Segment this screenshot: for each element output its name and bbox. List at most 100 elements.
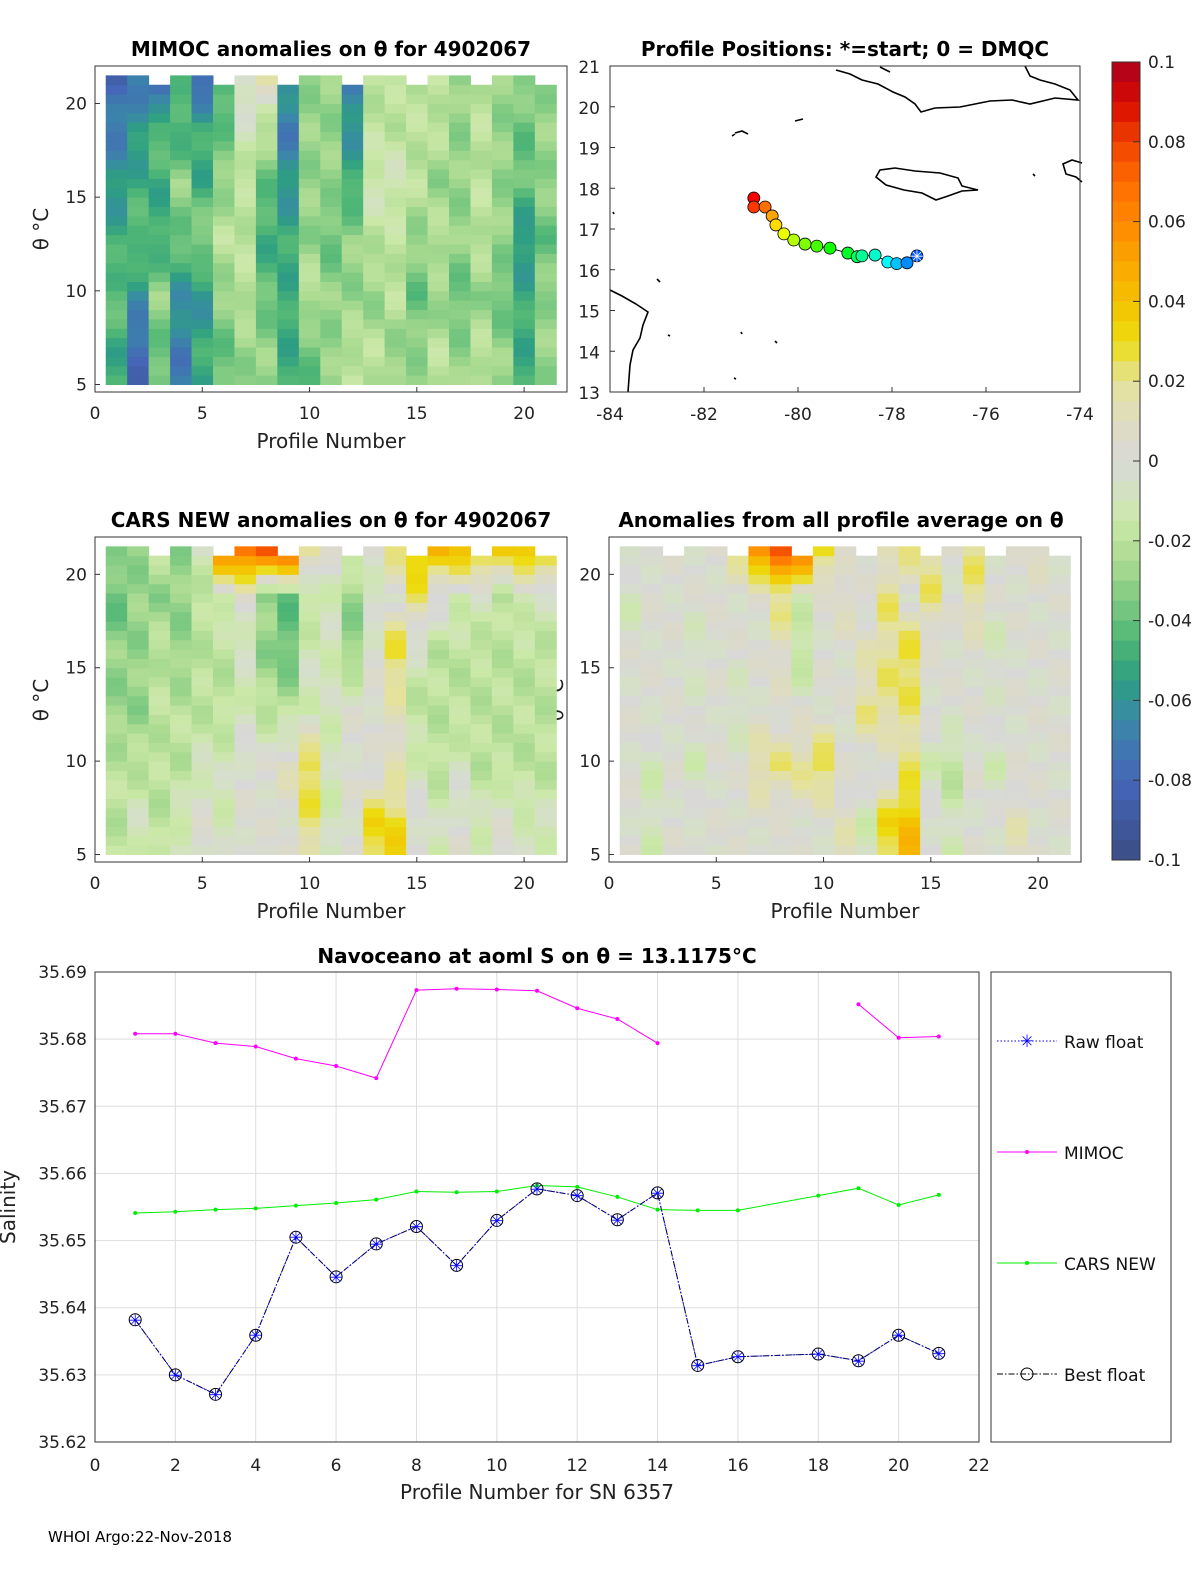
heatmap-cell — [898, 593, 921, 603]
heatmap-cell — [213, 630, 235, 641]
heatmap-cell — [963, 695, 985, 706]
heatmap-cell — [170, 187, 193, 198]
heatmap-cell — [791, 723, 814, 734]
heatmap-cell — [920, 845, 943, 856]
heatmap-cell — [127, 365, 150, 376]
heatmap-cell — [791, 639, 814, 650]
heatmap-cell — [298, 281, 321, 292]
heatmap-cell — [449, 178, 471, 189]
heatmap-cell — [191, 140, 214, 151]
heatmap-cell — [427, 225, 450, 236]
heatmap-cell — [449, 826, 471, 837]
heatmap-cell — [148, 835, 171, 846]
heatmap-cell — [769, 733, 792, 743]
x-tick-label: -82 — [690, 405, 718, 425]
heatmap-cell — [427, 375, 450, 386]
heatmap-cell — [619, 649, 642, 659]
heatmap-cell — [727, 789, 749, 799]
heatmap-cell — [127, 75, 150, 86]
heatmap-cell — [619, 723, 642, 734]
heatmap-cell — [277, 761, 300, 771]
heatmap-cell — [449, 84, 471, 95]
heatmap-cell — [491, 300, 514, 311]
heatmap-cell — [105, 667, 128, 678]
heatmap-cell — [127, 770, 150, 781]
heatmap-cell — [148, 770, 171, 781]
heatmap-cell — [705, 649, 728, 659]
heatmap-cell — [191, 835, 214, 846]
heatmap-cell — [255, 178, 278, 189]
heatmap-cell — [984, 770, 1007, 781]
heatmap-cell — [791, 807, 814, 818]
heatmap-cell — [984, 845, 1007, 856]
heatmap-cell — [255, 197, 278, 208]
heatmap-cell — [298, 677, 321, 687]
heatmap-cell — [619, 798, 642, 809]
heatmap-cell — [363, 225, 386, 236]
heatmap-cell — [898, 761, 921, 771]
heatmap-cell — [662, 574, 685, 585]
heatmap-cell — [213, 761, 235, 771]
heatmap-cell — [641, 565, 664, 575]
heatmap-cell — [191, 798, 214, 809]
heatmap-cell — [105, 159, 128, 170]
heatmap-cell — [534, 695, 557, 706]
heatmap-cell — [491, 621, 514, 631]
heatmap-cell — [491, 667, 514, 678]
heatmap-cell — [384, 197, 407, 208]
data-point — [454, 1190, 459, 1195]
heatmap-cell — [834, 761, 857, 771]
heatmap-cell — [427, 611, 450, 622]
heatmap-cell — [705, 565, 728, 575]
heatmap-cell — [170, 234, 193, 245]
heatmap-cell — [341, 733, 364, 743]
heatmap-cell — [277, 705, 300, 715]
heatmap-cell — [534, 845, 557, 856]
heatmap-cell — [406, 770, 429, 781]
heatmap-cell — [191, 300, 214, 311]
heatmap-cell — [619, 770, 642, 781]
legend-item-best-float: Best float — [997, 1366, 1146, 1386]
heatmap-cell — [449, 131, 471, 142]
heatmap-cell — [513, 705, 536, 715]
heatmap-cell — [513, 565, 536, 575]
heatmap-cell — [277, 630, 300, 641]
profile-position-marker — [810, 239, 824, 253]
heatmap-cell — [705, 611, 728, 622]
heatmap-cell — [277, 733, 300, 743]
heatmap-cell — [234, 630, 257, 641]
heatmap-cell — [619, 807, 642, 818]
heatmap-cell — [213, 234, 235, 245]
heatmap-cell — [534, 630, 557, 641]
x-tick-label: 16 — [727, 1456, 749, 1476]
legend-label-cars: CARS NEW — [1064, 1255, 1156, 1275]
heatmap-cell — [920, 677, 943, 687]
heatmap-cell — [963, 789, 985, 799]
heatmap-cell — [984, 835, 1007, 846]
heatmap-cell — [1005, 593, 1028, 603]
heatmap-cell — [941, 714, 964, 725]
start-asterisk-icon: ✳ — [910, 247, 923, 266]
heatmap-cell — [684, 770, 707, 781]
heatmap-cell — [320, 206, 343, 217]
heatmap-cell — [234, 714, 257, 725]
colorbar-bin — [1112, 600, 1140, 622]
heatmap-cell — [127, 695, 150, 706]
heatmap-cell — [213, 583, 235, 594]
heatmap-cell — [320, 253, 343, 264]
heatmap-cell — [255, 667, 278, 678]
heatmap-cell — [449, 281, 471, 292]
colorbar-bin — [1112, 261, 1140, 282]
heatmap-cell — [619, 546, 642, 557]
heatmap-cell — [769, 677, 792, 687]
heatmap-cell — [684, 807, 707, 818]
heatmap-cell — [1027, 789, 1050, 799]
heatmap-cell — [898, 723, 921, 734]
heatmap-cell — [1005, 555, 1028, 566]
heatmap-cell — [684, 761, 707, 771]
heatmap-cell — [148, 206, 171, 217]
heatmap-cell — [406, 169, 429, 179]
heatmap-cell — [298, 122, 321, 133]
heatmap-cell — [427, 234, 450, 245]
heatmap-cell — [384, 845, 407, 856]
